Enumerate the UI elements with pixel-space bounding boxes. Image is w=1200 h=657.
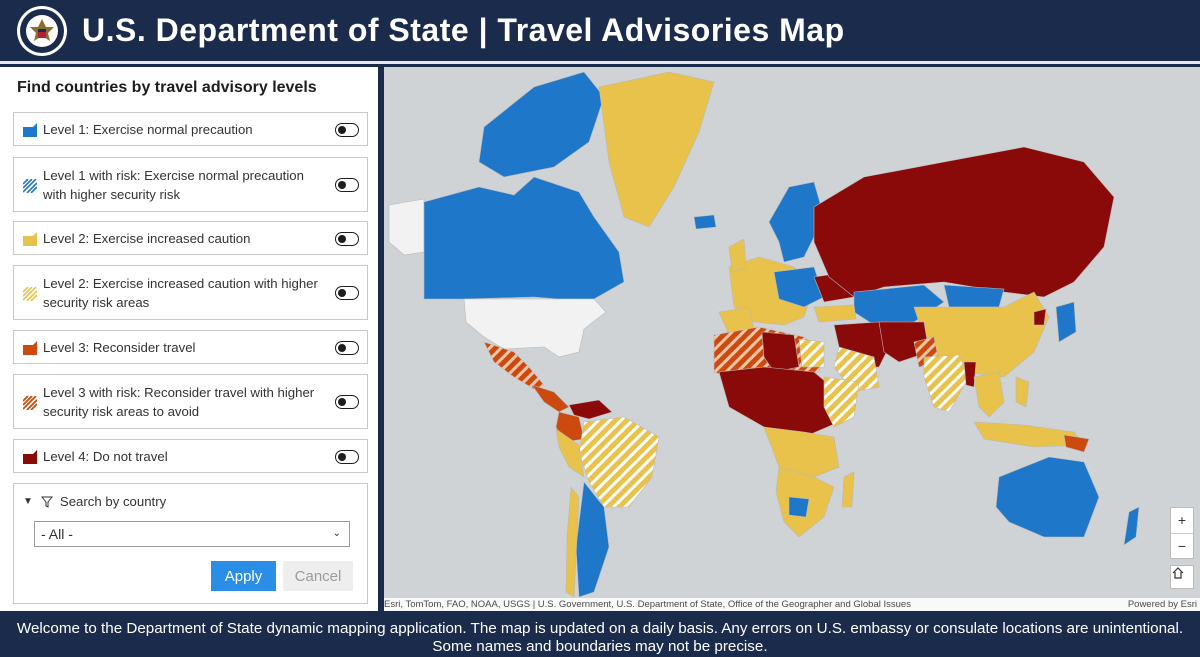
level-2-toggle[interactable] bbox=[335, 232, 359, 246]
search-by-country-header[interactable]: ▼ Search by country bbox=[23, 494, 166, 509]
papua-new-guinea-shape bbox=[1063, 434, 1090, 453]
map-attribution: Esri, TomTom, FAO, NOAA, USGS | U.S. Gov… bbox=[384, 599, 911, 610]
level-2-risk-toggle[interactable] bbox=[335, 286, 359, 300]
world-map[interactable]: + − Esri, TomTom, FAO, NOAA, USGS | U.S.… bbox=[384, 67, 1200, 611]
level-3-risk-label: Level 3 with risk: Reconsider travel wit… bbox=[43, 385, 315, 419]
filter-icon bbox=[40, 496, 53, 508]
zoom-out-button[interactable]: − bbox=[1177, 538, 1187, 554]
botswana-shape bbox=[788, 496, 810, 518]
turkey-shape bbox=[813, 304, 857, 323]
australia-shape bbox=[995, 456, 1100, 538]
greenland-shape bbox=[598, 71, 715, 228]
horn-of-africa-shape bbox=[823, 376, 860, 428]
level-3-card: Level 3: Reconsider travel bbox=[13, 330, 368, 364]
chevron-down-icon: ⌄ bbox=[332, 528, 341, 539]
level-2-swatch-icon bbox=[23, 232, 37, 246]
level-2-label: Level 2: Exercise increased caution bbox=[43, 231, 251, 246]
level-1-risk-toggle[interactable] bbox=[335, 178, 359, 192]
iceland-shape bbox=[693, 214, 717, 230]
chile-shape bbox=[565, 486, 580, 598]
philippines-shape bbox=[1015, 376, 1030, 408]
home-button[interactable] bbox=[1170, 565, 1194, 589]
app-header: U.S. Department of State | Travel Adviso… bbox=[0, 0, 1200, 64]
level-3-toggle[interactable] bbox=[335, 341, 359, 355]
venezuela-shape bbox=[568, 399, 613, 420]
india-shape bbox=[923, 354, 970, 413]
brazil-shape bbox=[578, 416, 660, 508]
myanmar-shape bbox=[963, 361, 977, 388]
state-department-seal-icon bbox=[17, 5, 67, 56]
north-korea-shape bbox=[1033, 308, 1047, 326]
mongolia-shape bbox=[943, 284, 1005, 308]
zoom-in-button[interactable]: + bbox=[1177, 512, 1187, 528]
level-2-risk-label: Level 2: Exercise increased caution with… bbox=[43, 276, 318, 310]
central-europe-shape bbox=[773, 266, 825, 308]
level-1-card: Level 1: Exercise normal precaution bbox=[13, 112, 368, 146]
southeast-asia-shape bbox=[973, 371, 1005, 418]
filter-panel: Find countries by travel advisory levels… bbox=[0, 67, 381, 611]
level-3-swatch-icon bbox=[23, 341, 37, 355]
level-3-label: Level 3: Reconsider travel bbox=[43, 340, 196, 355]
cancel-button[interactable]: Cancel bbox=[283, 561, 353, 591]
usa-shape bbox=[463, 298, 607, 358]
japan-shape bbox=[1055, 301, 1077, 343]
russia-shape bbox=[813, 146, 1115, 298]
apply-button[interactable]: Apply bbox=[211, 561, 276, 591]
zoom-divider bbox=[1171, 533, 1193, 534]
zoom-control: + − bbox=[1170, 507, 1194, 559]
madagascar-shape bbox=[841, 471, 855, 508]
level-4-label: Level 4: Do not travel bbox=[43, 449, 168, 464]
central-america-shape bbox=[531, 384, 570, 413]
search-by-country-card: ▼ Search by country - All - ⌄ Apply Canc… bbox=[13, 483, 368, 604]
egypt-shape bbox=[798, 338, 825, 368]
uk-shape bbox=[728, 238, 747, 273]
level-1-swatch-icon bbox=[23, 123, 37, 137]
level-3-risk-card: Level 3 with risk: Reconsider travel wit… bbox=[13, 374, 368, 429]
alaska-shape bbox=[388, 198, 425, 256]
level-4-swatch-icon bbox=[23, 450, 37, 464]
footer-message: Welcome to the Department of State dynam… bbox=[0, 611, 1200, 657]
level-2-card: Level 2: Exercise increased caution bbox=[13, 221, 368, 255]
powered-by-esri[interactable]: Powered by Esri bbox=[1127, 599, 1197, 610]
caret-down-icon: ▼ bbox=[23, 496, 33, 507]
country-select[interactable]: - All - ⌄ bbox=[34, 521, 350, 547]
country-select-value: - All - bbox=[41, 526, 73, 542]
map-attribution-bar: Esri, TomTom, FAO, NOAA, USGS | U.S. Gov… bbox=[384, 598, 1200, 611]
map-canvas bbox=[384, 67, 1200, 611]
new-zealand-shape bbox=[1123, 506, 1140, 546]
page-title: U.S. Department of State | Travel Adviso… bbox=[82, 12, 845, 48]
level-2-risk-card: Level 2: Exercise increased caution with… bbox=[13, 265, 368, 320]
home-icon bbox=[1172, 567, 1184, 579]
level-3-risk-toggle[interactable] bbox=[335, 395, 359, 409]
level-1-label: Level 1: Exercise normal precaution bbox=[43, 122, 253, 137]
search-by-country-label: Search by country bbox=[59, 494, 167, 509]
peru-shape bbox=[555, 428, 585, 478]
arctic-islands-shape bbox=[478, 71, 605, 178]
level-3-risk-swatch-icon bbox=[23, 396, 37, 410]
canada-shape bbox=[423, 176, 625, 300]
level-4-card: Level 4: Do not travel bbox=[13, 439, 368, 473]
level-1-toggle[interactable] bbox=[335, 123, 359, 137]
level-4-toggle[interactable] bbox=[335, 450, 359, 464]
level-2-risk-swatch-icon bbox=[23, 287, 37, 301]
level-1-risk-swatch-icon bbox=[23, 179, 37, 193]
panel-heading: Find countries by travel advisory levels bbox=[17, 79, 317, 96]
level-1-risk-label: Level 1 with risk: Exercise normal preca… bbox=[43, 168, 304, 202]
level-1-risk-card: Level 1 with risk: Exercise normal preca… bbox=[13, 157, 368, 212]
